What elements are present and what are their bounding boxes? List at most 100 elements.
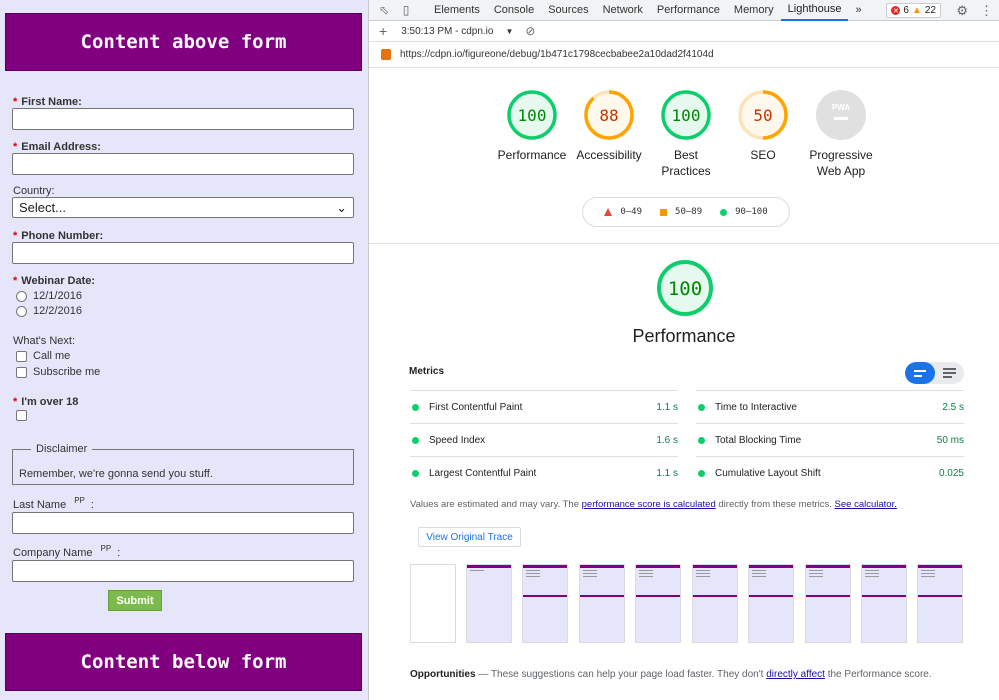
tab-elements[interactable]: Elements xyxy=(434,4,480,16)
top-banner: Content above form xyxy=(5,13,362,71)
webinar-option[interactable]: 12/1/2016 xyxy=(16,290,82,302)
performance-title: Performance xyxy=(632,326,736,346)
fail-triangle-icon xyxy=(604,208,613,216)
score-scale-legend: 0–49 50–89 90–100 xyxy=(582,197,790,227)
radio-button[interactable] xyxy=(16,305,27,317)
tab-memory[interactable]: Memory xyxy=(733,4,774,16)
metric-row: First Contentful Paint 1.1 s xyxy=(410,390,678,423)
gauge-score: 100 xyxy=(518,106,547,125)
gauge-best-practices[interactable]: 100 Best Practices xyxy=(638,89,734,179)
tab-performance[interactable]: Performance xyxy=(656,4,720,16)
metric-row: Largest Contentful Paint 1.1 s xyxy=(410,456,678,489)
whats-next-label: What's Next: xyxy=(13,335,76,347)
checkbox[interactable] xyxy=(16,350,27,362)
webinar-label: * Webinar Date: xyxy=(13,275,96,287)
tab-console[interactable]: Console xyxy=(493,4,535,16)
gauge-arc xyxy=(507,90,557,140)
url-bar: https://cdpn.io/figureone/debug/1b471c17… xyxy=(369,42,999,68)
email-input[interactable] xyxy=(12,153,354,175)
gauge-seo[interactable]: 50 SEO xyxy=(715,89,811,163)
more-tabs-icon[interactable]: » xyxy=(855,4,862,16)
add-report-icon[interactable]: + xyxy=(379,23,388,39)
directly-affect-link[interactable]: directly affect xyxy=(766,669,825,680)
checkbox[interactable] xyxy=(16,410,27,421)
first-name-label: * First Name: xyxy=(13,96,82,108)
issues-counter[interactable]: ✕ 6 ▲ 22 xyxy=(886,3,941,18)
report-selector[interactable]: 3:50:13 PM - cdpn.io xyxy=(401,25,494,37)
device-toggle-icon[interactable]: ▯ xyxy=(402,3,410,17)
compact-view-icon[interactable] xyxy=(905,362,935,384)
filmstrip-frame xyxy=(861,564,907,643)
checkbox[interactable] xyxy=(16,366,27,378)
pass-circle-icon xyxy=(698,469,705,477)
phone-input[interactable] xyxy=(12,242,354,264)
call-me-option[interactable]: Call me xyxy=(16,350,70,362)
metrics-heading: Metrics xyxy=(409,366,445,377)
gear-icon[interactable]: ⚙ xyxy=(956,3,968,18)
gauge-score: 100 xyxy=(672,106,701,125)
pwa-badge xyxy=(816,90,866,140)
country-select[interactable]: Select... ⌄ xyxy=(12,197,354,218)
subscribe-option[interactable]: Subscribe me xyxy=(16,366,100,378)
filmstrip-frame xyxy=(748,564,794,643)
gauge-score: 88 xyxy=(599,106,618,125)
filmstrip-frame xyxy=(410,564,456,643)
kebab-menu-icon[interactable]: ⋮ xyxy=(980,3,993,18)
first-name-input[interactable] xyxy=(12,108,354,130)
gauge-arc xyxy=(738,90,788,140)
report-url: https://cdpn.io/figureone/debug/1b471c17… xyxy=(400,49,714,60)
metrics-view-toggle[interactable] xyxy=(905,362,964,384)
gauge-accessibility[interactable]: 88 Accessibility xyxy=(561,89,657,163)
score-calculated-link[interactable]: performance score is calculated xyxy=(581,499,716,510)
disclaimer-text: Remember, we're gonna send you stuff. xyxy=(19,468,213,480)
devtools-panel: ⬁ ▯ Elements Console Sources Network Per… xyxy=(369,0,999,700)
country-label: Country: xyxy=(13,185,55,197)
metrics-column-left: First Contentful Paint 1.1 s Speed Index 1… xyxy=(410,390,678,489)
pwa-icon: PWA xyxy=(832,103,850,112)
company-label: Company Name PP: xyxy=(13,544,121,559)
radio-button[interactable] xyxy=(16,290,27,302)
pass-circle-icon xyxy=(412,403,419,411)
average-square-icon xyxy=(660,208,668,216)
last-name-input[interactable] xyxy=(12,512,354,534)
tab-network[interactable]: Network xyxy=(602,4,643,16)
gauge-label: Best Practices xyxy=(661,148,711,178)
dropdown-arrow-icon[interactable]: ▼ xyxy=(505,26,514,36)
email-label: * Email Address: xyxy=(13,141,101,153)
over18-option[interactable] xyxy=(16,410,27,421)
filmstrip-frame xyxy=(579,564,625,643)
clear-icon[interactable]: ⊘ xyxy=(525,24,536,38)
gauge-performance[interactable]: 100 Performance xyxy=(484,89,580,163)
expanded-view-icon[interactable] xyxy=(935,362,964,384)
submit-button[interactable]: Submit xyxy=(108,590,162,611)
metric-row: Cumulative Layout Shift 0.025 xyxy=(696,456,964,489)
svg-text:100: 100 xyxy=(668,278,702,300)
tab-sources[interactable]: Sources xyxy=(548,4,589,16)
disclaimer-fieldset xyxy=(12,449,354,485)
warning-icon: ▲ xyxy=(911,5,922,16)
filmstrip-frame xyxy=(692,564,738,643)
metric-row: Speed Index 1.6 s xyxy=(410,423,678,456)
gauge-label: Performance xyxy=(497,148,567,162)
metrics-column-right: Time to Interactive 2.5 s Total Blocking … xyxy=(696,390,964,489)
gauge-arc xyxy=(661,90,711,140)
webinar-option[interactable]: 12/2/2016 xyxy=(16,305,82,317)
inspect-icon[interactable]: ⬁ xyxy=(378,3,390,17)
bottom-banner: Content below form xyxy=(5,633,362,691)
estimate-note: Values are estimated and may vary. The p… xyxy=(410,499,897,510)
gauge-label: SEO xyxy=(750,148,776,162)
company-input[interactable] xyxy=(12,560,354,582)
filmstrip-frame xyxy=(805,564,851,643)
pass-circle-icon xyxy=(698,436,705,444)
metric-row: Total Blocking Time 50 ms xyxy=(696,423,964,456)
see-calculator-link[interactable]: See calculator. xyxy=(834,499,897,510)
gauge-label: Progressive Web App xyxy=(809,148,873,178)
gauge-label: Accessibility xyxy=(576,148,642,162)
section-divider xyxy=(369,243,999,244)
view-original-trace-button[interactable]: View Original Trace xyxy=(418,527,521,547)
opportunities-heading: Opportunities — These suggestions can he… xyxy=(410,669,932,680)
filmstrip-frame xyxy=(635,564,681,643)
tab-lighthouse[interactable]: Lighthouse xyxy=(780,0,849,21)
gauge-pwa[interactable]: PWA Progressive Web App xyxy=(793,89,889,179)
over18-label: * I'm over 18 xyxy=(13,396,79,408)
